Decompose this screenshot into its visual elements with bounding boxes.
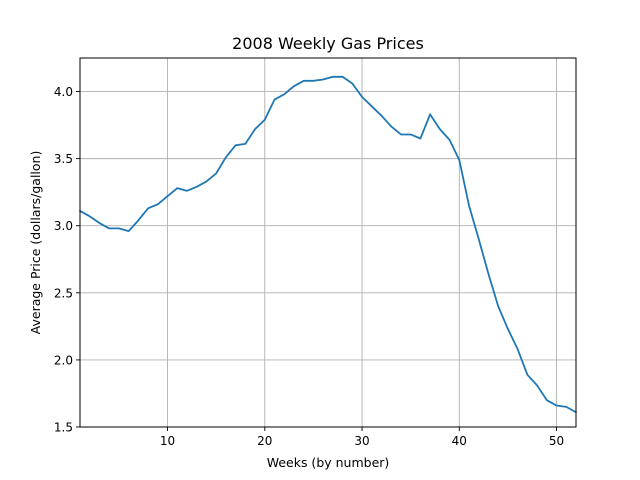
y-tick-label: 4.0	[54, 85, 73, 99]
y-tick-label: 3.5	[54, 152, 73, 166]
y-tick-label: 2.0	[54, 353, 73, 367]
x-tick-label: 50	[549, 434, 564, 448]
y-tick-label: 1.5	[54, 421, 73, 435]
x-tick-label: 40	[452, 434, 467, 448]
plot-frame	[79, 57, 577, 428]
series-line-gas-price	[79, 75, 577, 414]
x-tick-label: 30	[354, 434, 369, 448]
x-tick-label: 10	[160, 434, 175, 448]
y-tick-label: 2.5	[54, 286, 73, 300]
x-tick-label: 20	[257, 434, 272, 448]
x-axis: 10 20 30 40 50	[160, 427, 564, 448]
y-axis: 1.5 2.0 2.5 3.0 3.5 4.0	[54, 85, 80, 435]
y-tick-label: 3.0	[54, 219, 73, 233]
x-axis-label: Weeks (by number)	[267, 455, 390, 470]
y-axis-label: Average Price (dollars/gallon)	[28, 151, 43, 335]
series-layer	[79, 75, 577, 414]
chart-title: 2008 Weekly Gas Prices	[232, 34, 424, 53]
